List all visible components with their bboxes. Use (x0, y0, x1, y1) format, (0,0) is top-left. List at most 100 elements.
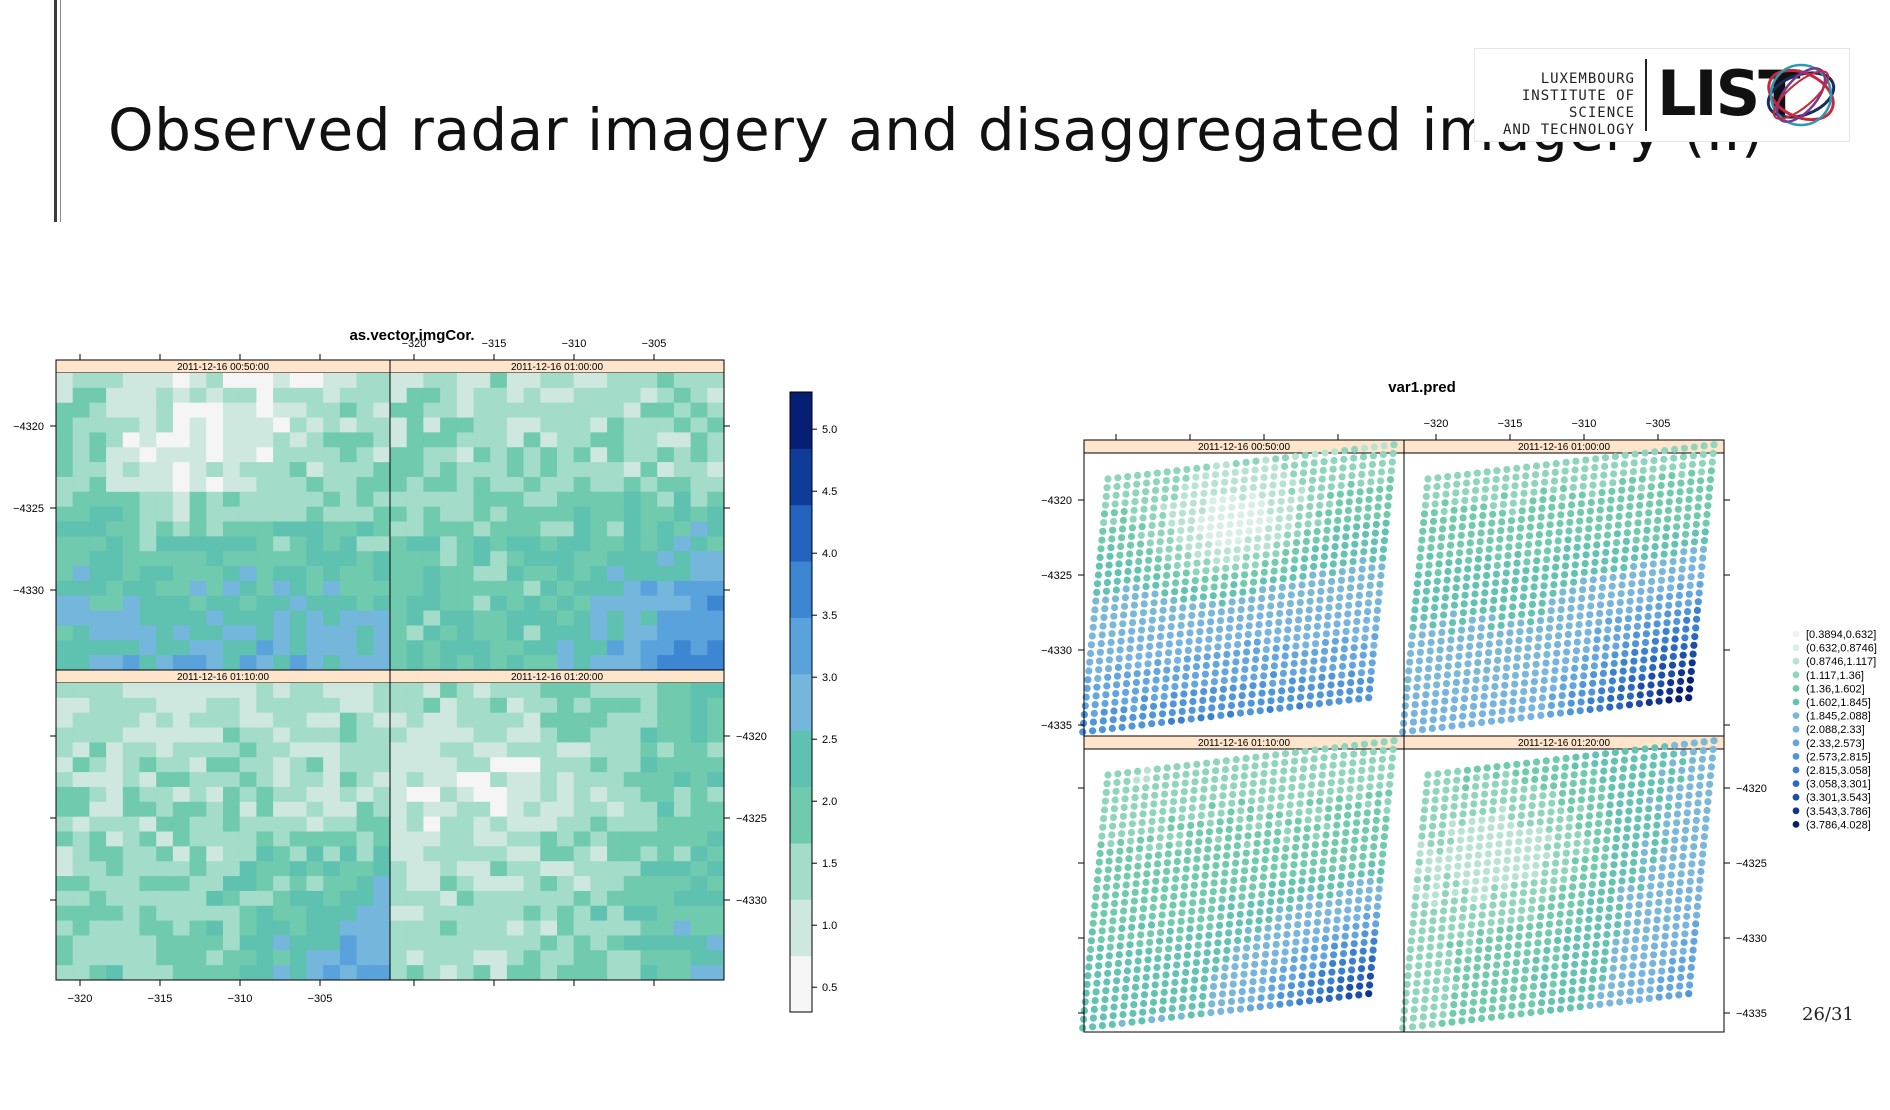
chart1-cell (407, 950, 424, 965)
chart2-point (1321, 553, 1328, 560)
chart1-cell (307, 507, 324, 522)
chart1-cell (106, 403, 123, 418)
chart1-cell (206, 447, 223, 462)
chart1-cell (106, 432, 123, 447)
chart2-point (1230, 782, 1237, 789)
chart2-point (1131, 794, 1138, 801)
chart1-cell (540, 861, 557, 876)
chart1-cell (173, 817, 190, 832)
chart2-point (1449, 714, 1456, 721)
chart1-cell (557, 965, 574, 980)
chart2-point (1350, 455, 1357, 462)
chart2-point (1546, 530, 1553, 537)
chart2-point (1464, 861, 1471, 868)
logo-line-2: INSTITUTE OF SCIENCE (1485, 88, 1635, 122)
chart2-point (1332, 534, 1339, 541)
chart1-cell (540, 787, 557, 802)
chart1-cell (440, 728, 457, 743)
chart2-point (1576, 518, 1583, 525)
chart1-cell (691, 640, 708, 655)
chart2-point (1532, 767, 1539, 774)
chart2-point (1596, 705, 1603, 712)
chart1-cell (323, 713, 340, 728)
chart2-point (1487, 833, 1494, 840)
chart1-cell (674, 742, 691, 757)
chart2-point (1231, 676, 1238, 683)
chart2-point (1649, 569, 1656, 576)
chart1-cell (641, 891, 658, 906)
chart1-cell (323, 846, 340, 861)
chart1-cell (89, 566, 106, 581)
chart1-cell (574, 787, 591, 802)
chart2-point (1488, 1014, 1495, 1021)
chart2-point (1264, 534, 1271, 541)
chart1-cell (574, 596, 591, 611)
chart2-point (1321, 944, 1328, 951)
chart1-cell (173, 611, 190, 626)
chart2-point (1499, 1004, 1506, 1011)
chart1-cell (206, 802, 223, 817)
chart1-cell (507, 447, 524, 462)
chart1-cell (357, 935, 374, 950)
chart1-cell (89, 965, 106, 980)
chart2-point (1519, 602, 1526, 609)
chart2-point (1351, 541, 1358, 548)
chart1-cell (73, 742, 90, 757)
chart2-point (1428, 935, 1435, 942)
chart1-cell (657, 462, 674, 477)
chart2-point (1372, 624, 1379, 631)
chart2-point (1275, 524, 1282, 531)
chart2-point (1168, 1014, 1175, 1021)
chart2-point (1141, 600, 1148, 607)
chart2-point (1608, 488, 1615, 495)
chart2-point (1513, 864, 1520, 871)
chart2-point (1462, 488, 1469, 495)
chart1-cell (357, 625, 374, 640)
chart2-point (1208, 811, 1215, 818)
chart2-point (1469, 711, 1476, 718)
chart1-cell (240, 861, 257, 876)
chart2-point (1538, 505, 1545, 512)
chart2-point (1459, 1009, 1466, 1016)
chart1-cell (156, 566, 173, 581)
chart2-point (1210, 785, 1217, 792)
chart2-point (1182, 578, 1189, 585)
chart1-cell (240, 713, 257, 728)
chart1-cell (123, 566, 140, 581)
chart2-point (1519, 993, 1526, 1000)
chart2-point (1104, 484, 1111, 491)
chart2-point (1169, 606, 1176, 613)
chart2-point (1404, 981, 1411, 988)
chart2-point (1424, 475, 1431, 482)
chart2-point (1416, 657, 1423, 664)
chart2-point (1222, 861, 1229, 868)
chart1-cell (206, 846, 223, 861)
chart2-point (1598, 489, 1605, 496)
chart1-cell (423, 832, 440, 847)
chart1-cell (273, 935, 290, 950)
chart2-point (1548, 800, 1555, 807)
chart1-cell (423, 507, 440, 522)
chart2-point (1299, 869, 1306, 876)
chart1-cell (407, 418, 424, 433)
chart2-point (1153, 774, 1160, 781)
chart2-point (1265, 525, 1272, 532)
chart2-point (1509, 804, 1516, 811)
chart2-point (1645, 509, 1652, 516)
chart2-point (1439, 525, 1446, 532)
slide-left-rule (54, 0, 57, 222)
chart2-point (1190, 689, 1197, 696)
chart2-point (1533, 957, 1540, 964)
chart2-point (1331, 943, 1338, 950)
chart2-point (1335, 804, 1342, 811)
chart2-point (1341, 551, 1348, 558)
chart1-cell (123, 935, 140, 950)
chart2-point (1166, 640, 1173, 647)
chart1-cell (457, 683, 474, 698)
chart2-point (1089, 928, 1096, 935)
chart2-point (1361, 939, 1368, 946)
chart2-point (1579, 977, 1586, 984)
chart2-point (1370, 547, 1377, 554)
chart2-point (1358, 471, 1365, 478)
chart2-point (1199, 803, 1206, 810)
